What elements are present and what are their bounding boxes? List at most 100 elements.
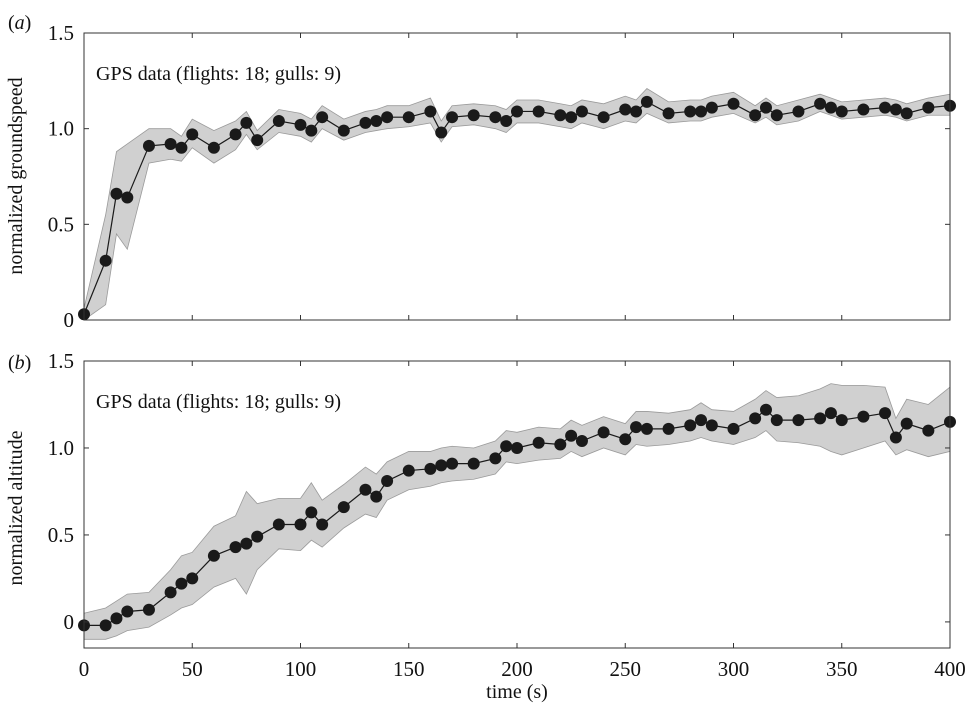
data-point (662, 107, 675, 120)
data-point (749, 412, 762, 425)
data-point (207, 141, 220, 154)
data-point (337, 501, 350, 514)
data-point (402, 464, 415, 477)
data-point (424, 105, 437, 118)
data-point (770, 414, 783, 427)
data-point (446, 111, 459, 124)
data-point (435, 459, 448, 472)
data-point (294, 118, 307, 131)
data-point (662, 422, 675, 435)
data-point (705, 419, 718, 432)
data-point (695, 414, 708, 427)
data-point (565, 429, 578, 442)
data-point (922, 101, 935, 114)
data-point (792, 105, 805, 118)
data-point (554, 438, 567, 451)
y-tick-label: 1.0 (48, 436, 74, 460)
data-point (186, 572, 199, 585)
data-point (121, 605, 134, 618)
y-axis-label: normalized groundspeed (5, 77, 27, 274)
data-point (835, 105, 848, 118)
x-tick-label: 350 (826, 657, 858, 681)
data-point (922, 424, 935, 437)
data-point (575, 435, 588, 448)
data-point (370, 115, 383, 128)
data-point (110, 187, 123, 200)
data-point (857, 410, 870, 423)
data-point (705, 101, 718, 114)
data-point (814, 97, 827, 110)
panel-label: (a) (8, 12, 31, 34)
data-point (142, 603, 155, 616)
data-point (272, 115, 285, 128)
data-point (695, 105, 708, 118)
data-point (824, 407, 837, 420)
data-point (110, 612, 123, 625)
data-point (511, 441, 523, 454)
data-point (316, 111, 329, 124)
data-point (164, 137, 177, 150)
data-point (489, 452, 502, 465)
data-point (532, 105, 545, 118)
data-point (597, 111, 610, 124)
data-point (597, 426, 610, 439)
data-point (619, 103, 632, 116)
y-axis-label: normalized altitude (5, 430, 27, 585)
data-point (381, 111, 394, 124)
data-point (207, 549, 220, 562)
data-point (272, 518, 285, 531)
y-tick-label: 1.5 (48, 349, 74, 373)
data-point (889, 103, 902, 116)
data-point (402, 111, 415, 124)
x-tick-label: 400 (934, 657, 966, 681)
data-point (565, 111, 578, 124)
data-point (164, 586, 177, 599)
x-tick-label: 50 (182, 657, 203, 681)
data-point (240, 537, 253, 550)
data-point (121, 191, 134, 204)
data-point (900, 417, 913, 430)
data-point (337, 124, 350, 137)
x-tick-label: 100 (285, 657, 317, 681)
data-point (770, 109, 783, 122)
data-point (251, 530, 264, 543)
x-tick-label: 250 (610, 657, 642, 681)
data-point (99, 619, 112, 632)
data-point (575, 105, 588, 118)
chart-panel-a: 0 0.5 1.0 1.5 normalized groundspeed (a) GPS d… (5, 12, 956, 332)
data-point (175, 577, 188, 590)
data-point (175, 141, 188, 154)
data-point (814, 412, 827, 425)
x-tick-label: 300 (718, 657, 750, 681)
y-tick-label: 0.5 (48, 212, 74, 236)
data-point (99, 254, 112, 267)
data-point (630, 421, 643, 434)
data-point (749, 109, 762, 122)
data-point (879, 101, 892, 114)
plot-area (84, 33, 950, 320)
annotation: GPS data (flights: 18; gulls: 9) (96, 391, 341, 413)
data-point (511, 105, 523, 118)
y-tick-label: 1.5 (48, 21, 74, 45)
data-point (305, 124, 318, 137)
data-point (727, 97, 740, 110)
data-point (424, 462, 437, 475)
data-point (640, 422, 653, 435)
data-point (889, 431, 902, 444)
data-point (142, 139, 155, 152)
data-point (857, 103, 870, 116)
data-point (381, 475, 394, 488)
data-point (532, 436, 545, 449)
data-point (435, 126, 448, 139)
x-tick-label: 0 (79, 657, 90, 681)
x-axis-label: time (s) (486, 681, 548, 703)
data-point (186, 128, 199, 141)
data-point (229, 128, 242, 141)
data-point (229, 541, 242, 554)
data-point (359, 483, 372, 496)
y-tick-label: 0 (64, 308, 75, 332)
data-point (640, 95, 653, 108)
data-point (359, 116, 372, 129)
data-point (759, 101, 772, 114)
